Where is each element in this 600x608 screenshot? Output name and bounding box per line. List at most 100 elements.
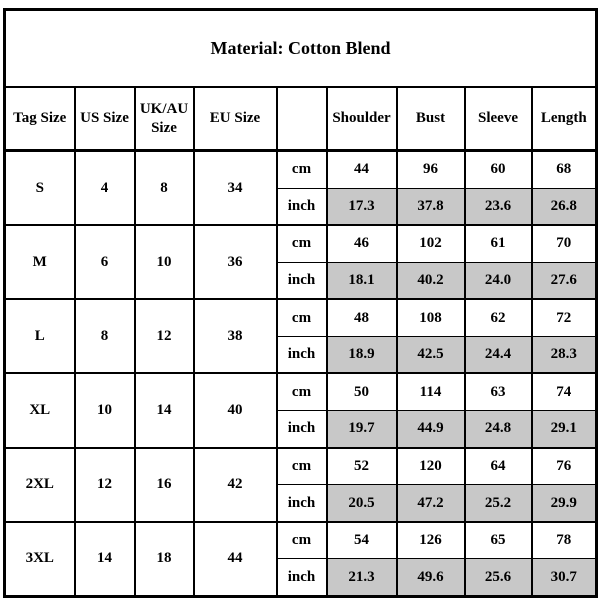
length-cm-value: 68: [530, 149, 598, 189]
length-inch-value: 26.8: [530, 187, 598, 227]
length-cm-value: 74: [530, 372, 598, 412]
unit-label-inch: inch: [275, 558, 328, 598]
bust-inch-value: 37.8: [395, 187, 466, 227]
sleeve-inch-value: 25.2: [463, 484, 533, 523]
us-size-cell: 4: [73, 149, 136, 227]
shoulder-inch-value: 21.3: [325, 558, 398, 598]
shoulder-inch-value: 20.5: [325, 484, 398, 523]
sleeve-cm-value: 61: [463, 224, 533, 263]
shoulder-inch-value: 18.1: [325, 261, 398, 301]
sleeve-cm-value: 64: [463, 446, 533, 486]
eu-size-cell: 42: [192, 446, 278, 523]
uk-au-size-cell: 10: [133, 224, 195, 301]
unit-label-cm: cm: [275, 224, 328, 263]
size-row-l-cm: L 8 12 38 cm 48 108 62 72: [3, 298, 598, 375]
eu-size-cell: 38: [192, 298, 278, 375]
tag-size-cell: 3XL: [3, 520, 76, 598]
shoulder-cm-value: 48: [325, 298, 398, 337]
sleeve-inch-value: 25.6: [463, 558, 533, 598]
shoulder-cm-value: 44: [325, 149, 398, 189]
sleeve-inch-value: 24.4: [463, 335, 533, 375]
uk-au-size-cell: 18: [133, 520, 195, 598]
tag-size-cell: XL: [3, 372, 76, 449]
length-inch-value: 29.9: [530, 484, 598, 523]
shoulder-cm-value: 52: [325, 446, 398, 486]
length-cm-value: 76: [530, 446, 598, 486]
bust-inch-value: 47.2: [395, 484, 466, 523]
shoulder-cm-value: 50: [325, 372, 398, 412]
uk-au-size-cell: 16: [133, 446, 195, 523]
sleeve-cm-value: 60: [463, 149, 533, 189]
column-header-eu-size: EU Size: [192, 86, 278, 153]
size-chart-table: Material: Cotton Blend Tag Size US Size …: [3, 8, 599, 598]
column-header-sleeve: Sleeve: [463, 86, 533, 153]
column-header-unit: [275, 86, 328, 153]
us-size-cell: 12: [73, 446, 136, 523]
length-inch-value: 29.1: [530, 410, 598, 449]
unit-label-cm: cm: [275, 298, 328, 337]
size-row-3xl-inch: inch 21.3 49.6 25.6 30.7: [5, 558, 598, 598]
length-cm-value: 70: [530, 224, 598, 263]
sleeve-cm-value: 63: [463, 372, 533, 412]
shoulder-inch-value: 17.3: [325, 187, 398, 227]
size-row-xl-inch: inch 19.7 44.9 24.8 29.1: [5, 410, 598, 449]
bust-cm-value: 102: [395, 224, 466, 263]
column-header-row: Tag Size US Size UK/AU Size EU Size Shou…: [3, 86, 598, 153]
bust-inch-value: 40.2: [395, 261, 466, 301]
bust-inch-value: 44.9: [395, 410, 466, 449]
us-size-cell: 6: [73, 224, 136, 301]
eu-size-cell: 34: [192, 149, 278, 227]
column-header-bust: Bust: [395, 86, 466, 153]
eu-size-cell: 44: [192, 520, 278, 598]
sleeve-cm-value: 62: [463, 298, 533, 337]
size-row-m-cm: M 6 10 36 cm 46 102 61 70: [3, 224, 598, 301]
size-row-m-inch: inch 18.1 40.2 24.0 27.6: [5, 261, 598, 301]
unit-label-inch: inch: [275, 335, 328, 375]
shoulder-cm-value: 46: [325, 224, 398, 263]
sleeve-inch-value: 24.8: [463, 410, 533, 449]
column-header-us-size: US Size: [73, 86, 136, 153]
sleeve-inch-value: 24.0: [463, 261, 533, 301]
unit-label-cm: cm: [275, 446, 328, 486]
uk-au-size-cell: 14: [133, 372, 195, 449]
shoulder-cm-value: 54: [325, 520, 398, 560]
length-cm-value: 72: [530, 298, 598, 337]
eu-size-cell: 40: [192, 372, 278, 449]
size-row-xl-cm: XL 10 14 40 cm 50 114 63 74: [3, 372, 598, 449]
length-inch-value: 27.6: [530, 261, 598, 301]
chart-title: Material: Cotton Blend: [3, 8, 598, 89]
tag-size-cell: S: [3, 149, 76, 227]
unit-label-inch: inch: [275, 187, 328, 227]
bust-cm-value: 126: [395, 520, 466, 560]
shoulder-inch-value: 18.9: [325, 335, 398, 375]
bust-cm-value: 108: [395, 298, 466, 337]
size-row-2xl-inch: inch 20.5 47.2 25.2 29.9: [5, 484, 598, 523]
length-inch-value: 28.3: [530, 335, 598, 375]
uk-au-size-cell: 12: [133, 298, 195, 375]
sleeve-cm-value: 65: [463, 520, 533, 560]
bust-inch-value: 42.5: [395, 335, 466, 375]
unit-label-inch: inch: [275, 410, 328, 449]
column-header-tag-size: Tag Size: [3, 86, 76, 153]
size-row-l-inch: inch 18.9 42.5 24.4 28.3: [5, 335, 598, 375]
tag-size-cell: 2XL: [3, 446, 76, 523]
unit-label-cm: cm: [275, 149, 328, 189]
bust-inch-value: 49.6: [395, 558, 466, 598]
unit-label-cm: cm: [275, 372, 328, 412]
title-row: Material: Cotton Blend: [3, 8, 598, 89]
unit-label-inch: inch: [275, 484, 328, 523]
tag-size-cell: M: [3, 224, 76, 301]
column-header-length: Length: [530, 86, 598, 153]
column-header-uk-au-size: UK/AU Size: [133, 86, 195, 153]
bust-cm-value: 96: [395, 149, 466, 189]
unit-label-inch: inch: [275, 261, 328, 301]
unit-label-cm: cm: [275, 520, 328, 560]
column-header-shoulder: Shoulder: [325, 86, 398, 153]
sleeve-inch-value: 23.6: [463, 187, 533, 227]
length-inch-value: 30.7: [530, 558, 598, 598]
us-size-cell: 10: [73, 372, 136, 449]
bust-cm-value: 120: [395, 446, 466, 486]
us-size-cell: 8: [73, 298, 136, 375]
eu-size-cell: 36: [192, 224, 278, 301]
size-row-2xl-cm: 2XL 12 16 42 cm 52 120 64 76: [3, 446, 598, 523]
